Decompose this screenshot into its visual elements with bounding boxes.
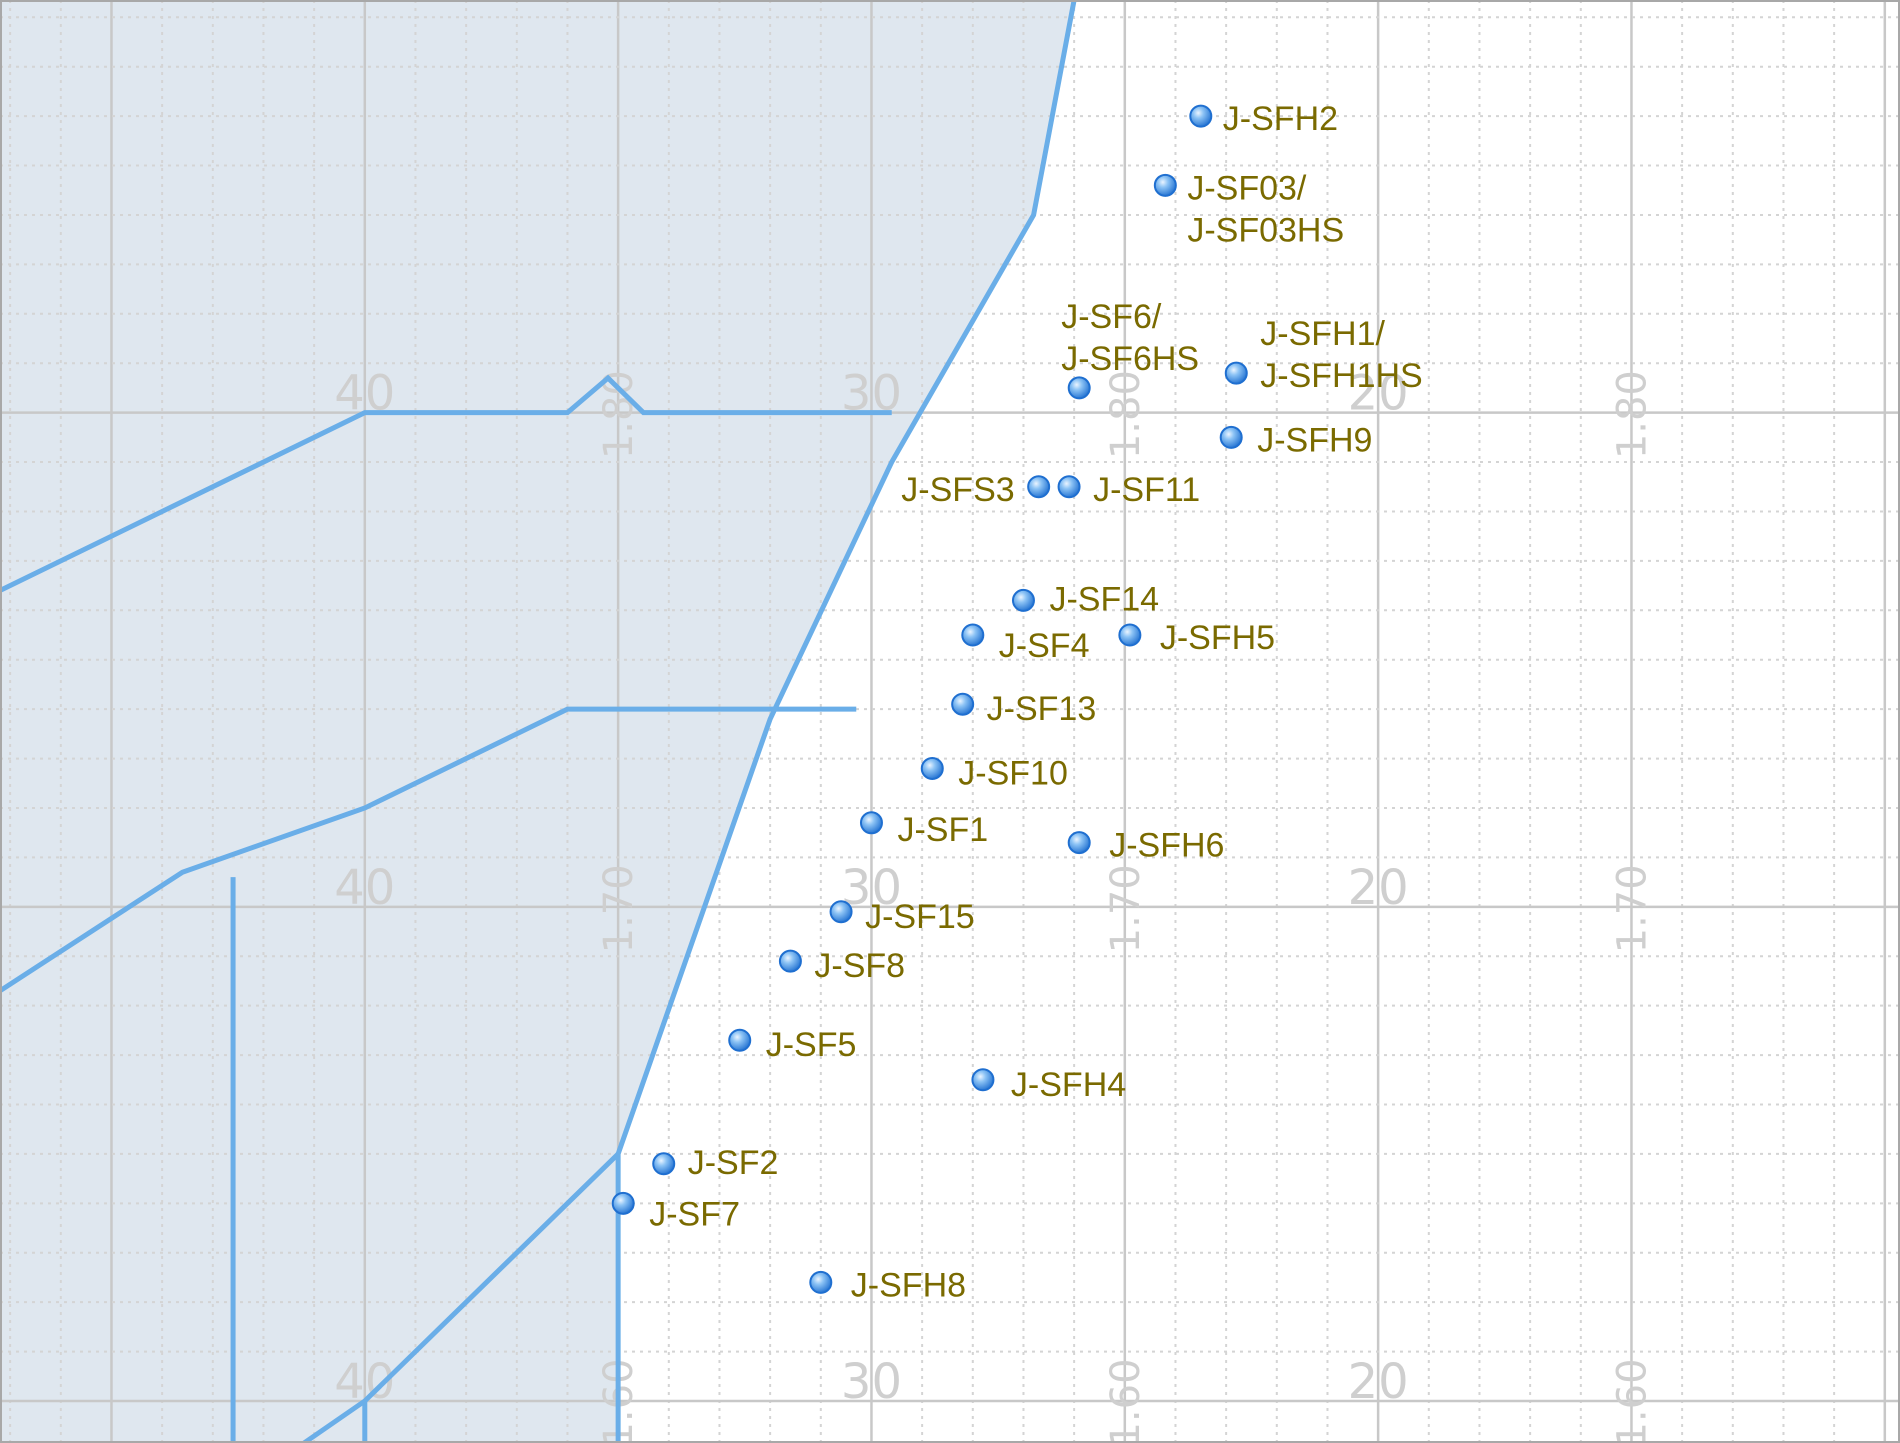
data-point-j-sfh8 <box>809 1270 833 1294</box>
data-label-j-sf03-j-sf03hs-line2: J-SF03HS <box>1187 211 1344 249</box>
y-tick-label-1.70-col2: 1.70 <box>1103 864 1149 953</box>
data-point-j-sf14 <box>1011 588 1035 612</box>
data-label-j-sf8: J-SF8 <box>814 947 905 985</box>
data-label-j-sfh9: J-SFH9 <box>1257 421 1372 459</box>
data-point-j-sf03-j-sf03hs <box>1153 173 1177 197</box>
data-point-j-sfh6 <box>1067 831 1091 855</box>
data-label-j-sf6-j-sf6hs-line1: J-SF6/ <box>1061 298 1162 336</box>
y-tick-label-1.70-col1: 1.70 <box>596 864 642 953</box>
data-label-j-sf5: J-SF5 <box>766 1026 857 1064</box>
data-point-j-sf10 <box>920 756 944 780</box>
y-tick-label-1.70-col3: 1.70 <box>1609 864 1655 953</box>
y-tick-label-1.60-col3: 1.60 <box>1609 1358 1655 1443</box>
x-tick-label-30-row3: 30 <box>841 1354 902 1410</box>
data-point-j-sf5 <box>728 1028 752 1052</box>
data-point-j-sfh5 <box>1118 623 1142 647</box>
y-tick-label-1.60-col2: 1.60 <box>1103 1358 1149 1443</box>
y-tick-label-1.80-col2: 1.80 <box>1103 370 1149 459</box>
y-tick-label-1.80-col1: 1.80 <box>596 370 642 459</box>
region-line-2 <box>0 706 857 993</box>
y-tick-label-1.80-col3: 1.80 <box>1609 370 1655 459</box>
data-label-j-sfh1-j-sfh1hs-line2: J-SFH1HS <box>1260 357 1422 395</box>
data-point-j-sf11 <box>1057 475 1081 499</box>
data-label-j-sfh4: J-SFH4 <box>1011 1066 1126 1104</box>
data-label-j-sf03-j-sf03hs-line1: J-SF03/ <box>1187 169 1307 207</box>
data-label-j-sf13: J-SF13 <box>987 690 1097 728</box>
data-label-j-sf10: J-SF10 <box>958 754 1068 792</box>
data-point-layer: J-SFH2 J-SF03/J-SF03HS J-SF6/J-SF6HS J-SFH1… <box>611 100 1423 1304</box>
data-point-j-sf1 <box>859 811 883 835</box>
data-label-j-sf6-j-sf6hs-line2: J-SF6HS <box>1061 340 1199 378</box>
data-label-j-sf4: J-SF4 <box>999 627 1090 665</box>
data-point-j-sf8 <box>778 949 802 973</box>
data-point-j-sfs3 <box>1027 475 1051 499</box>
data-point-j-sf6-j-sf6hs <box>1067 376 1091 400</box>
data-label-j-sf7: J-SF7 <box>649 1195 740 1233</box>
region-line-5 <box>302 1152 620 1443</box>
data-label-j-sf11: J-SF11 <box>1093 471 1200 509</box>
x-tick-label-20-row3: 20 <box>1348 1354 1409 1410</box>
x-tick-label-20-row1: 20 <box>1348 366 1409 422</box>
data-label-j-sfh5: J-SFH5 <box>1160 619 1275 657</box>
data-point-j-sfh1-j-sfh1hs <box>1224 361 1248 385</box>
data-label-j-sf14: J-SF14 <box>1049 580 1159 618</box>
data-label-j-sf1: J-SF1 <box>897 811 988 849</box>
data-label-j-sfh2: J-SFH2 <box>1223 100 1338 138</box>
data-label-j-sfh6: J-SFH6 <box>1109 827 1224 865</box>
data-label-j-sf2: J-SF2 <box>688 1144 779 1182</box>
data-label-j-sfh1-j-sfh1hs-line1: J-SFH1/ <box>1260 315 1385 353</box>
data-label-j-sfh8: J-SFH8 <box>851 1266 966 1304</box>
x-tick-label-40-row2: 40 <box>334 860 395 916</box>
data-point-j-sfh4 <box>971 1068 995 1092</box>
data-point-j-sf13 <box>951 692 975 716</box>
data-point-j-sf15 <box>829 900 853 924</box>
data-point-j-sfh2 <box>1189 104 1213 128</box>
data-label-j-sf15: J-SF15 <box>865 898 975 936</box>
data-label-j-sfs3: J-SFS3 <box>901 471 1014 509</box>
region-line-1 <box>0 374 892 593</box>
data-point-j-sf4 <box>961 623 985 647</box>
x-tick-label-20-row2: 20 <box>1348 860 1409 916</box>
data-point-j-sf7 <box>611 1191 635 1215</box>
data-point-j-sfh9 <box>1219 425 1243 449</box>
data-point-j-sf2 <box>652 1152 676 1176</box>
